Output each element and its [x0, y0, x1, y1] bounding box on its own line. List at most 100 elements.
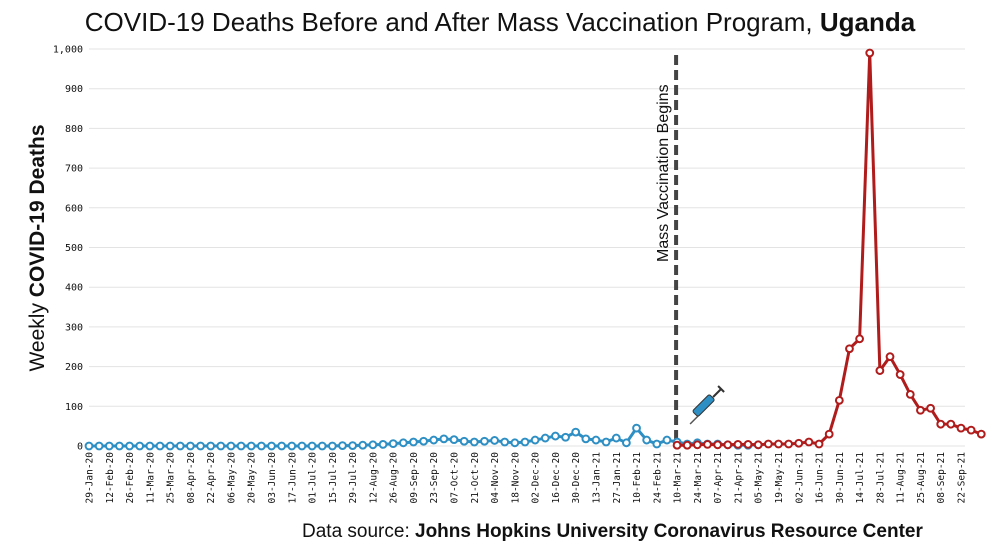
- data-point: [317, 441, 327, 451]
- data-point: [794, 438, 804, 448]
- x-tick-label: 26-Aug-20: [389, 452, 400, 504]
- series-line-after: [677, 51, 982, 447]
- data-point: [429, 435, 439, 445]
- data-point: [469, 437, 479, 447]
- x-tick-label: 30-Dec-20: [571, 452, 582, 504]
- y-tick-label: 300: [65, 322, 83, 333]
- data-point: [591, 435, 601, 445]
- data-point: [530, 435, 540, 445]
- data-point: [388, 439, 398, 449]
- x-tick-label: 24-Mar-21: [693, 452, 704, 504]
- x-tick-label: 06-May-20: [226, 452, 237, 504]
- data-point: [419, 436, 429, 446]
- data-point: [672, 440, 682, 450]
- data-point: [267, 441, 276, 451]
- data-point: [774, 439, 783, 449]
- y-tick-label: 0: [77, 442, 83, 453]
- data-point: [622, 438, 631, 448]
- data-point: [662, 435, 672, 445]
- data-point: [936, 419, 946, 429]
- data-point: [804, 437, 814, 447]
- series: [84, 48, 986, 451]
- data-point: [358, 440, 368, 450]
- data-point: [135, 441, 145, 451]
- x-tick-label: 16-Jun-21: [815, 452, 826, 504]
- data-point: [398, 438, 408, 448]
- x-tick-label: 25-Aug-21: [916, 452, 927, 504]
- x-tick-label: 21-Oct-20: [470, 452, 481, 504]
- chart-title: COVID-19 Deaths Before and After Mass Va…: [85, 7, 916, 37]
- data-point: [703, 440, 712, 449]
- data-point: [520, 437, 530, 447]
- data-point: [510, 438, 520, 448]
- data-point: [378, 440, 388, 449]
- x-tick-label: 26-Feb-20: [125, 452, 136, 504]
- data-point: [115, 441, 124, 451]
- data-point: [155, 441, 165, 451]
- data-point: [956, 423, 966, 433]
- syringe-icon: [689, 385, 725, 425]
- x-tick-label: 12-Aug-20: [368, 452, 379, 504]
- data-point: [682, 440, 692, 450]
- data-point: [966, 425, 976, 435]
- x-tick-label: 28-Jul-21: [875, 452, 886, 504]
- data-point: [814, 439, 824, 449]
- x-tick-label: 11-Aug-21: [896, 452, 907, 504]
- x-tick-label: 17-Jun-20: [287, 452, 298, 504]
- data-point: [865, 48, 875, 58]
- data-point: [733, 440, 743, 449]
- data-point: [581, 434, 591, 444]
- x-tick-label: 10-Mar-21: [673, 452, 684, 504]
- x-tick-label: 02-Jun-21: [794, 452, 805, 504]
- data-point: [601, 437, 611, 447]
- data-point: [976, 429, 986, 439]
- x-tick-label: 02-Dec-20: [531, 452, 542, 504]
- data-point: [905, 389, 915, 399]
- data-point: [206, 441, 216, 451]
- x-tick-label: 13-Jan-21: [591, 452, 602, 504]
- y-tick-label: 700: [65, 164, 83, 175]
- data-point: [652, 439, 662, 449]
- data-point: [256, 441, 266, 451]
- data-point: [540, 433, 550, 443]
- data-point: [439, 434, 449, 444]
- x-tick-label: 15-Jul-20: [328, 452, 339, 504]
- x-tick-label: 24-Feb-21: [652, 452, 663, 504]
- data-point: [885, 352, 895, 362]
- data-point: [287, 441, 297, 451]
- data-point: [449, 435, 459, 445]
- data-point: [561, 432, 570, 442]
- x-tick-label: 14-Jul-21: [855, 452, 866, 504]
- y-tick-label: 1,000: [53, 45, 83, 56]
- data-point: [196, 441, 205, 451]
- data-point: [875, 366, 885, 375]
- x-tick-label: 23-Sep-20: [429, 452, 440, 504]
- y-tick-label: 200: [65, 362, 83, 373]
- x-tick-label: 05-May-21: [754, 452, 765, 504]
- data-point: [713, 440, 723, 450]
- x-tick-label: 18-Nov-20: [510, 452, 521, 504]
- x-tick-label: 08-Sep-21: [936, 452, 947, 504]
- data-point: [186, 441, 195, 451]
- data-point: [743, 440, 753, 449]
- data-point: [611, 433, 621, 443]
- data-point: [490, 436, 499, 445]
- y-tick-label: 600: [65, 203, 83, 214]
- y-axis-label: Weekly COVID-19 Deaths: [26, 124, 49, 371]
- data-point: [834, 395, 844, 405]
- x-tick-label: 12-Feb-20: [105, 452, 116, 504]
- data-point: [297, 441, 307, 451]
- data-point: [480, 436, 489, 446]
- data-point: [125, 441, 134, 451]
- data-point: [723, 440, 733, 450]
- x-tick-label: 30-Jun-21: [835, 452, 846, 504]
- data-point: [327, 441, 337, 451]
- data-point: [338, 441, 347, 451]
- data-point: [824, 429, 834, 439]
- x-tick-label: 01-Jul-20: [308, 452, 319, 504]
- x-tick-label: 11-Mar-20: [145, 452, 156, 504]
- data-point: [926, 403, 935, 413]
- data-source: Data source: Johns Hopkins University Co…: [302, 521, 923, 542]
- x-tick-label: 21-Apr-21: [733, 452, 744, 504]
- data-point: [348, 441, 358, 451]
